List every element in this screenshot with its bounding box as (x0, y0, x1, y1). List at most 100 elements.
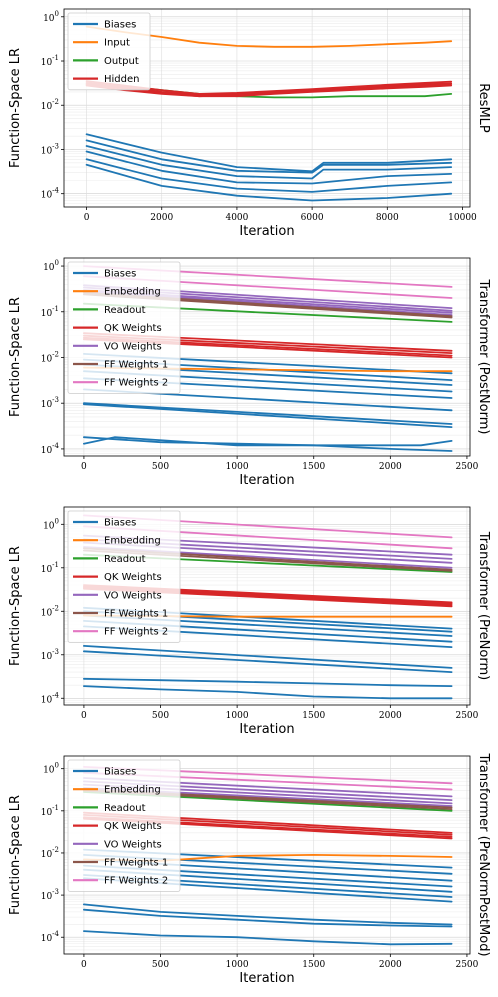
plot-frame (63, 257, 471, 457)
x-tick-label: 0 (84, 213, 90, 223)
y-axis-label: Function-Space LR (8, 546, 23, 666)
series-line-biases (85, 139, 453, 174)
y-tick-label: 10-2 (41, 350, 59, 364)
y-axis-label: Function-Space LR (8, 795, 23, 915)
series-line-biases (83, 903, 453, 926)
x-tick-label: 2000 (150, 213, 173, 223)
y-tick-label: 10-4 (41, 187, 60, 201)
x-tick-label: 1500 (302, 462, 325, 472)
x-tick-label: 500 (152, 462, 169, 472)
series-line-hidden (85, 83, 453, 98)
series-line-biases (85, 133, 453, 173)
plot-frame (63, 8, 471, 208)
legend-label: FF Weights 2 (104, 876, 168, 887)
y-tick-label: 10-4 (41, 442, 60, 456)
series-line-hidden (85, 84, 453, 98)
x-axis-label: Iteration (239, 971, 294, 986)
legend-label: Readout (104, 305, 146, 316)
legend-label: Biases (104, 20, 136, 31)
x-axis-label: Iteration (239, 224, 294, 239)
y-tick-label: 10-1 (41, 804, 59, 818)
x-tick-label: 1000 (226, 462, 249, 472)
y-tick-label: 100 (43, 762, 59, 776)
y-tick-label: 10-1 (41, 305, 59, 319)
legend-label: Embedding (104, 287, 161, 298)
series-line-biases (83, 930, 453, 946)
panel-side-label: Transformer (PreNormPostMod) (476, 752, 491, 956)
series-line-biases (83, 677, 453, 687)
legend-label: Readout (104, 554, 146, 565)
x-tick-label: 1500 (302, 711, 325, 721)
legend-box (67, 261, 181, 394)
x-tick-label: 10000 (448, 213, 477, 223)
x-tick-label: 2000 (379, 711, 402, 721)
legend: Biases Embedding Readout QK Weights VO Weigh… (67, 759, 181, 892)
y-tick-label: 10-3 (41, 396, 59, 410)
plot-frame (63, 755, 471, 955)
legend-label: FF Weights 2 (104, 378, 168, 389)
series-line-biases (83, 403, 453, 429)
plot-frame (63, 506, 471, 706)
y-tick-label: 100 (43, 10, 59, 24)
x-tick-label: 500 (152, 960, 169, 970)
y-tick-label: 100 (43, 517, 59, 531)
legend-box (67, 510, 181, 643)
series-line-biases (83, 685, 453, 700)
x-tick-label: 2500 (455, 462, 478, 472)
legend-label: Input (104, 38, 130, 49)
legend-label: VO Weights (104, 590, 162, 601)
y-axis-label: Function-Space LR (8, 297, 23, 417)
x-tick-label: 1500 (302, 960, 325, 970)
legend: Biases Embedding Readout QK Weights VO Weigh… (67, 261, 181, 394)
y-tick-label: 10-2 (41, 604, 59, 618)
legend-label: QK Weights (104, 323, 162, 334)
series-line-biases (85, 145, 453, 180)
series-line-biases (85, 150, 453, 185)
series-line-biases (83, 436, 453, 447)
legend: Biases Embedding Readout QK Weights VO Weigh… (67, 510, 181, 643)
legend-label: FF Weights 2 (104, 627, 168, 638)
y-axis-label: Function-Space LR (8, 48, 23, 168)
x-tick-label: 4000 (225, 213, 248, 223)
series-line-biases (85, 158, 453, 193)
legend-label: Readout (104, 803, 146, 814)
series-line-biases (83, 402, 453, 425)
y-tick-label: 100 (43, 259, 59, 273)
legend-label: Biases (104, 269, 136, 280)
y-tick-label: 10-1 (41, 54, 59, 67)
x-tick-label: 0 (81, 960, 87, 970)
series-line-biases (83, 645, 453, 669)
series-line-biases (83, 908, 453, 928)
y-tick-label: 10-4 (41, 691, 60, 705)
y-tick-label: 10-3 (41, 142, 59, 156)
series-line-biases (83, 650, 453, 673)
panel-side-label: Transformer (PostNorm) (476, 279, 491, 435)
legend-label: VO Weights (104, 839, 162, 850)
x-tick-label: 0 (81, 711, 87, 721)
x-axis-label: Iteration (239, 473, 294, 488)
legend-label: Biases (104, 518, 136, 529)
x-tick-label: 8000 (376, 213, 399, 223)
legend-label: FF Weights 1 (104, 609, 168, 620)
legend-label: QK Weights (104, 821, 162, 832)
x-tick-label: 2500 (455, 960, 478, 970)
y-tick-label: 10-2 (41, 846, 59, 860)
chart-panel-1: 10-4 10-3 10-2 10-1 100 0 2000 4000 6000 8000 1000… (8, 8, 491, 239)
legend-label: FF Weights 1 (104, 858, 168, 869)
y-tick-label: 10-3 (41, 648, 59, 662)
legend-label: QK Weights (104, 572, 162, 583)
legend-box (67, 12, 151, 91)
legend-label: Embedding (104, 536, 161, 547)
y-tick-label: 10-1 (41, 561, 59, 575)
y-tick-label: 10-4 (41, 930, 60, 944)
x-tick-label: 2000 (379, 960, 402, 970)
y-tick-label: 10-3 (41, 888, 59, 902)
legend-box (67, 759, 181, 892)
legend-label: Biases (104, 767, 136, 778)
legend-label: Hidden (104, 74, 139, 85)
legend-label: Output (104, 56, 139, 67)
